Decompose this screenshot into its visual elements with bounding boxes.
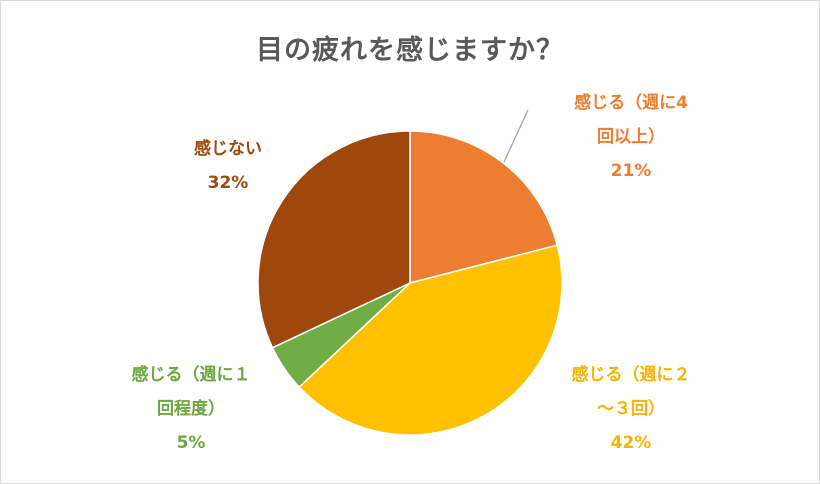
slice-value: 32% [207, 173, 249, 193]
slice-label-weekly-4plus: 感じる（週に4 回以上） 21% [552, 86, 710, 188]
slice-label-weekly-1: 感じる（週に１ 回程度） 5% [112, 358, 270, 460]
pie-slice-weekly-2-3 [298, 244, 563, 436]
slice-label-line: 感じる（週に２ [571, 365, 691, 385]
slice-label-line: 感じない [194, 139, 262, 159]
slice-label-none: 感じない 32% [168, 132, 288, 200]
slice-label-line: 回程度） [157, 399, 225, 419]
slice-value: 42% [610, 433, 652, 453]
pie-slice-none [257, 130, 411, 349]
pie-slice-weekly-4plus [409, 130, 559, 284]
leader-line [503, 109, 529, 163]
chart-title: 目の疲れを感じますか？ [256, 35, 564, 66]
slice-label-line: 感じる（週に１ [131, 365, 251, 385]
slice-label-line: ～３回） [597, 399, 665, 419]
slice-value: 21% [610, 161, 652, 181]
slice-label-weekly-2-3: 感じる（週に２ ～３回） 42% [552, 358, 710, 460]
slice-label-line: 感じる（週に4 [574, 93, 688, 113]
slice-value: 5% [176, 433, 206, 453]
slice-label-line: 回以上） [597, 127, 665, 147]
